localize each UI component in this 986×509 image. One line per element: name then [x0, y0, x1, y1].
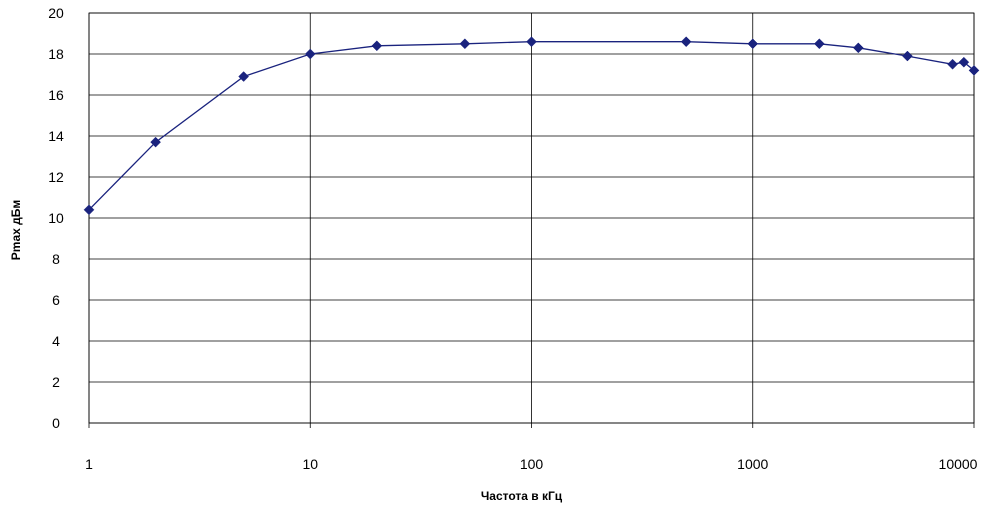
plot-area-frame — [88, 12, 975, 424]
y-axis-title: Pmax дБм — [9, 200, 23, 261]
y-tick-label: 0 — [52, 415, 60, 431]
data-point-marker — [958, 56, 970, 68]
x-tick-label: 1 — [85, 456, 93, 472]
y-axis-tick-labels: 0 2 4 6 8 10 12 14 16 18 20 — [48, 5, 64, 431]
y-tick-label: 2 — [52, 374, 60, 390]
x-axis-tick-labels: 1 10 100 1000 10000 — [85, 456, 978, 472]
data-point-marker — [150, 136, 161, 148]
x-gridlines — [88, 13, 975, 428]
data-point-marker — [947, 58, 958, 70]
data-point-marker — [902, 50, 913, 62]
y-tick-label: 18 — [48, 46, 64, 62]
data-point-marker — [747, 38, 759, 50]
x-tick-label: 10000 — [939, 456, 978, 472]
x-axis-title: Частота в кГц — [481, 489, 563, 503]
y-tick-label: 10 — [48, 210, 64, 226]
y-tick-label: 8 — [52, 251, 60, 267]
x-tick-label: 1000 — [737, 456, 768, 472]
y-tick-label: 6 — [52, 292, 60, 308]
y-tick-label: 12 — [48, 169, 64, 185]
data-point-marker — [459, 38, 471, 50]
data-point-marker — [813, 38, 825, 50]
data-point-marker — [680, 36, 692, 48]
data-point-marker — [968, 65, 980, 76]
y-tick-label: 16 — [48, 87, 64, 103]
data-point-marker — [83, 204, 95, 216]
data-point-marker — [526, 36, 537, 48]
data-point-marker — [371, 40, 383, 52]
y-tick-label: 20 — [48, 5, 64, 21]
y-tick-label: 4 — [52, 333, 60, 349]
data-point-marker — [304, 48, 316, 60]
x-tick-label: 100 — [520, 456, 544, 472]
data-point-marker — [238, 71, 250, 82]
y-tick-label: 14 — [48, 128, 64, 144]
data-point-marker — [852, 42, 864, 54]
x-tick-label: 10 — [302, 456, 318, 472]
series-layer — [83, 36, 980, 216]
